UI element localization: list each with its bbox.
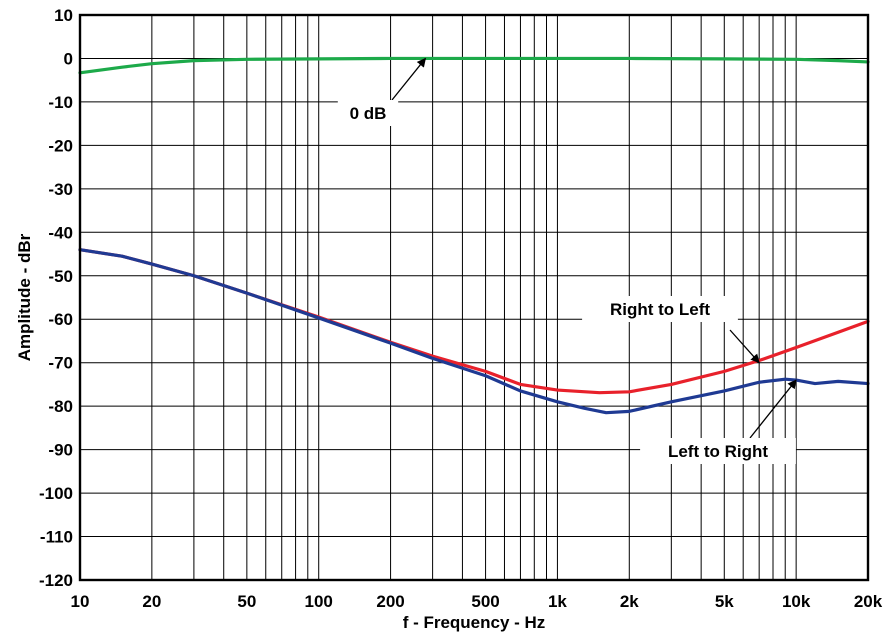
y-tick-label: -40 [48,223,73,242]
x-tick-label: 2k [620,592,639,611]
y-axis-title: Amplitude - dBr [15,233,34,361]
y-tick-label: -110 [40,528,73,547]
series-line-2 [78,248,870,415]
x-tick-label: 10k [782,592,811,611]
annotation-label: Right to Left [610,300,710,319]
x-tick-label: 500 [471,592,499,611]
x-tick-label: 200 [376,592,404,611]
annotation-label-bg [582,296,738,322]
y-tick-label: -30 [48,180,73,199]
y-tick-label: -20 [48,136,73,155]
annotation-label-bg [640,438,796,464]
x-tick-label: 5k [715,592,734,611]
annotation-0: 0 dB [337,57,427,126]
x-axis-title: f - Frequency - Hz [403,613,546,632]
plot-frame [78,13,870,582]
annotation-2: Left to Right [640,379,797,464]
annotation-arrow [729,329,760,364]
series-lines [78,56,870,415]
y-tick-label: -120 [39,571,73,590]
y-tick-label: -60 [48,310,73,329]
x-tick-label: 100 [305,592,333,611]
annotation-label-bg [337,100,399,126]
grid [79,14,869,581]
annotation-arrow [749,379,797,439]
y-tick-label: -80 [48,397,73,416]
annotation-label: 0 dB [350,104,387,123]
y-tick-labels: 10 0 -10 -20 -30 -40 -50 -60 -70 -80 -90 -100 -110 -1… [39,6,73,590]
annotation-label: Left to Right [668,442,768,461]
x-tick-label: 1k [548,592,567,611]
y-tick-label: -10 [48,93,73,112]
series-line-0 [78,56,870,75]
annotation-arrow [391,57,427,101]
x-tick-label: 10 [71,592,90,611]
annotation-1: Right to Left [582,296,760,364]
x-tick-labels: 10 20 50 100 200 500 1k 2k 5k 10k 20k [71,592,883,611]
annotations: 0 dB Right to Left Left to Right [337,57,797,464]
y-tick-label: -70 [48,354,73,373]
x-tick-label: 20 [142,592,161,611]
x-tick-label: 50 [237,592,256,611]
y-tick-label: -50 [48,267,73,286]
x-tick-label: 20k [854,592,883,611]
y-tick-label: 10 [54,6,73,25]
y-tick-label: 0 [64,49,73,68]
y-tick-label: -100 [39,484,73,503]
y-tick-label: -90 [48,441,73,460]
